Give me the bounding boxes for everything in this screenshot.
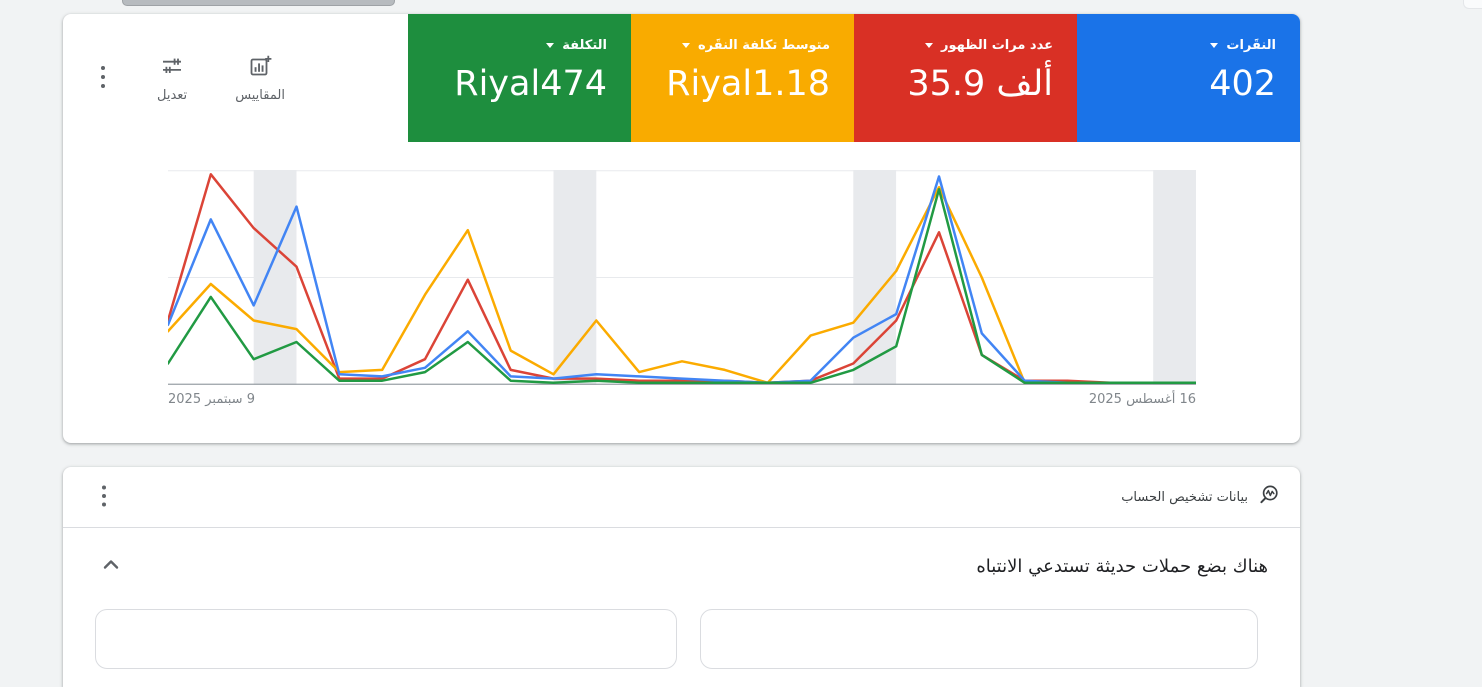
performance-summary-card: النقَرات 402 عدد مرات الظهور 35.9 ألف مت…: [63, 14, 1300, 443]
diagnostics-header: بيانات تشخيص الحساب: [63, 467, 1300, 528]
chevron-down-icon: [546, 43, 555, 48]
more-options-button[interactable]: [91, 58, 115, 98]
metric-label: التكلفة: [562, 38, 607, 53]
metric-value: 402: [1209, 64, 1276, 104]
add-chart-icon: [248, 54, 272, 82]
google-ads-overview-page: { "page": { "background": "#f1f3f4" }, "…: [63, 0, 1482, 687]
metric-label: متوسط تكلفة النقَره: [697, 38, 830, 53]
cropped-top-right-element: [1463, 0, 1482, 9]
edit-button[interactable]: تعديل: [151, 53, 193, 104]
metric-label: عدد مرات الظهور: [941, 38, 1053, 53]
kebab-menu-icon: [91, 63, 115, 94]
metric-header: التكلفة: [408, 14, 631, 53]
metric-header: متوسط تكلفة النقَره: [631, 14, 854, 53]
performance-line-chart: [168, 170, 1196, 385]
metric-card-clicks[interactable]: النقَرات 402: [1077, 14, 1300, 142]
recommendation-card-cropped-2[interactable]: [95, 609, 677, 669]
performance-chart-area[interactable]: [168, 170, 1196, 385]
edit-button-label: تعديل: [157, 87, 188, 103]
metric-card-impressions[interactable]: عدد مرات الظهور 35.9 ألف: [854, 14, 1077, 142]
cropped-toolbar-remnant: [122, 0, 395, 6]
metric-card-cost[interactable]: التكلفة Riyal474: [408, 14, 631, 142]
metrics-scorecards-row: النقَرات 402 عدد مرات الظهور 35.9 ألف مت…: [63, 14, 1300, 142]
x-axis-label-right: 16 أغسطس 2025: [1088, 392, 1196, 407]
metrics-button-label: المقاييس: [235, 87, 285, 103]
chevron-down-icon: [1210, 43, 1219, 48]
account-diagnostics-card: بيانات تشخيص الحساب هناك بضع حملات حديثة…: [63, 467, 1300, 687]
diagnostics-headline-row: هناك بضع حملات حديثة تستدعي الانتباه: [63, 528, 1300, 580]
tune-sliders-icon: [160, 54, 184, 82]
diagnostics-headline: هناك بضع حملات حديثة تستدعي الانتباه: [976, 555, 1268, 577]
recommendation-card-cropped-1[interactable]: [700, 609, 1258, 669]
metric-label: النقَرات: [1226, 38, 1276, 53]
x-axis-label-left: 9 سبتمبر 2025: [168, 392, 255, 407]
chevron-up-icon: [98, 552, 124, 581]
metric-header: النقَرات: [1077, 14, 1300, 53]
metric-header: عدد مرات الظهور: [854, 14, 1077, 53]
metrics-button[interactable]: المقاييس: [229, 53, 291, 104]
kebab-menu-icon: [92, 483, 116, 512]
metric-card-avg-cpc[interactable]: متوسط تكلفة النقَره Riyal1.18: [631, 14, 854, 142]
metric-value: Riyal474: [454, 64, 607, 104]
metric-value: 35.9 ألف: [907, 64, 1053, 104]
diagnostics-title-group: بيانات تشخيص الحساب: [1121, 484, 1280, 510]
diagnostics-more-options-button[interactable]: [92, 481, 116, 513]
chevron-down-icon: [681, 43, 690, 48]
insights-search-icon: [1258, 484, 1280, 510]
chevron-down-icon: [925, 43, 933, 48]
collapse-section-button[interactable]: [97, 552, 125, 580]
diagnostics-title: بيانات تشخيص الحساب: [1121, 489, 1248, 505]
chart-toolbar: المقاييس تعديل: [63, 14, 408, 142]
metric-value: Riyal1.18: [666, 64, 830, 104]
chart-x-axis-labels: 9 سبتمبر 2025 16 أغسطس 2025: [168, 392, 1196, 407]
